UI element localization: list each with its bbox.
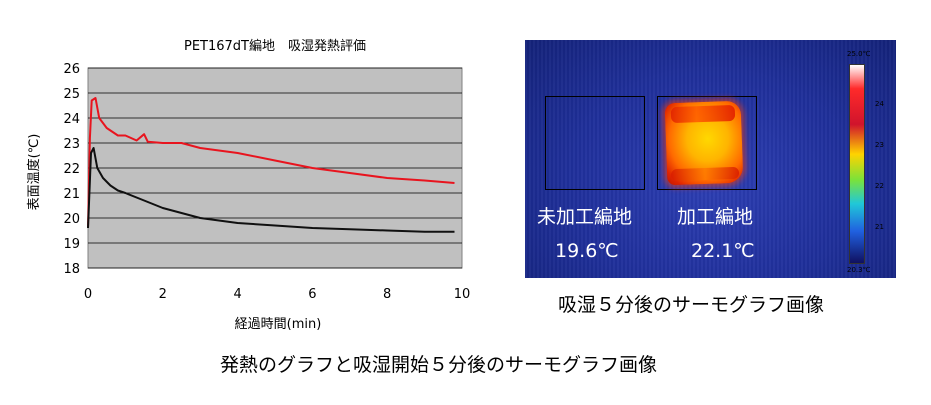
treated-fabric-heat: [664, 100, 744, 186]
series-line-2: [87, 147, 455, 233]
treated-label: 加工編地: [677, 206, 754, 228]
temperature-colorbar: [849, 64, 865, 264]
treated-temp: 22.1℃: [691, 240, 755, 262]
series-layer: [87, 97, 455, 233]
colorbar-tick: 21: [875, 223, 884, 231]
chart-title: PET167dT編地 吸湿発熱評価: [184, 38, 366, 54]
x-axis-label: 経過時間(min): [235, 317, 322, 332]
x-tick-label: 10: [454, 287, 471, 302]
x-tick-label: 0: [84, 287, 92, 302]
thermograph-image: 未加工編地 加工編地 19.6℃ 22.1℃ 25.0℃ 20.3℃ 24 23…: [525, 40, 896, 278]
y-tick-label: 23: [63, 137, 80, 152]
y-tick-label: 22: [63, 162, 80, 177]
colorbar-min: 20.3℃: [847, 266, 871, 274]
treated-roi-box: [657, 96, 757, 190]
x-tick-label: 6: [308, 287, 316, 302]
colorbar-tick: 24: [875, 100, 884, 108]
y-tick-label: 20: [63, 212, 80, 227]
colorbar-max: 25.0℃: [847, 50, 871, 58]
y-tick-label: 18: [63, 262, 80, 277]
main-caption: 発熱のグラフと吸湿開始５分後のサーモグラフ画像: [220, 354, 658, 376]
series-line-1: [87, 97, 455, 229]
x-tick-label: 4: [233, 287, 241, 302]
thermograph-caption: 吸湿５分後のサーモグラフ画像: [558, 294, 825, 316]
colorbar-tick: 22: [875, 182, 884, 190]
y-tick-label: 24: [63, 112, 80, 127]
untreated-label: 未加工編地: [537, 206, 633, 228]
y-tick-label: 26: [63, 62, 80, 77]
y-tick-label: 21: [63, 187, 80, 202]
y-tick-label: 19: [63, 237, 80, 252]
y-tick-label: 25: [63, 87, 80, 102]
untreated-roi-box: [545, 96, 645, 190]
grid-lines: [88, 67, 462, 269]
x-tick-label: 8: [383, 287, 391, 302]
untreated-temp: 19.6℃: [555, 240, 619, 262]
colorbar-tick: 23: [875, 141, 884, 149]
y-axis-label: 表面温度(℃): [26, 134, 42, 211]
x-tick-label: 2: [159, 287, 167, 302]
